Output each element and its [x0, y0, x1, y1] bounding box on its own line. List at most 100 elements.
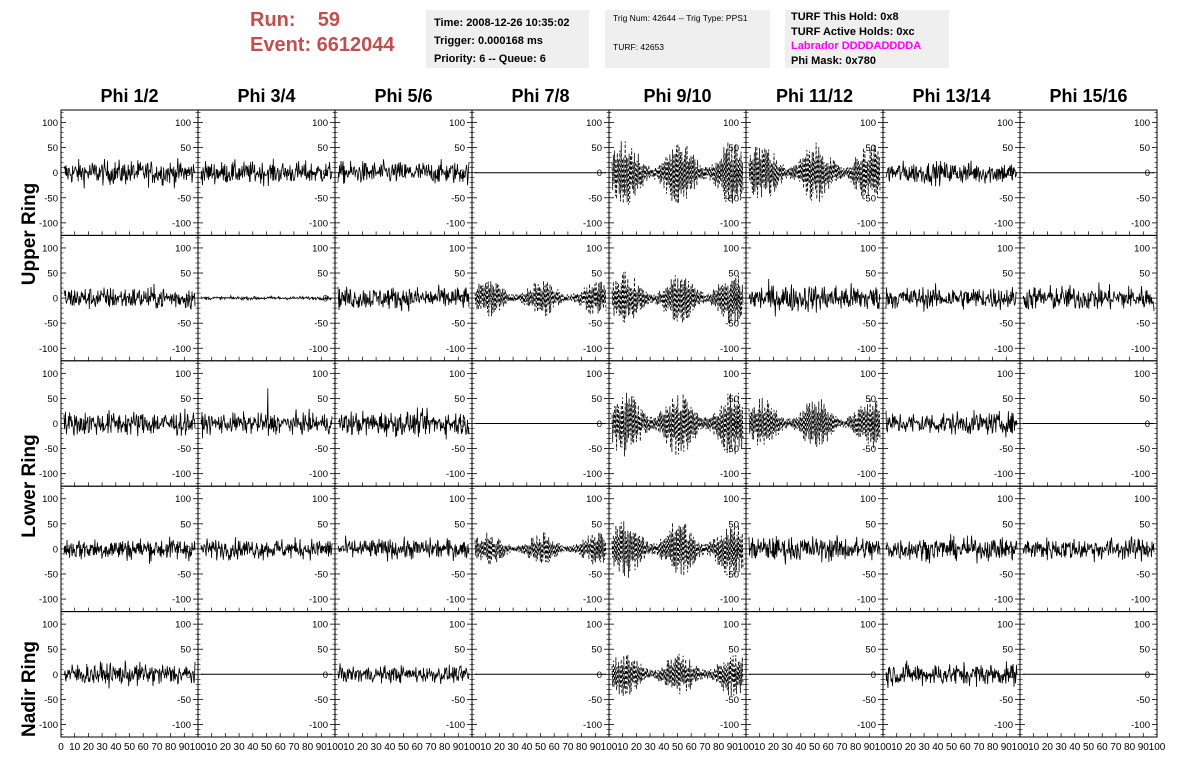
- x-tick-label: 70: [425, 742, 437, 753]
- y-tick-label: -100: [1131, 469, 1150, 480]
- y-tick-label: -50: [451, 444, 465, 455]
- y-tick-label: -50: [451, 193, 465, 204]
- y-tick-label: 0: [597, 670, 602, 681]
- x-tick-label: 50: [398, 742, 410, 753]
- y-tick-label: -100: [720, 218, 739, 229]
- y-tick-label: 50: [1139, 645, 1150, 656]
- y-tick-label: 100: [312, 369, 328, 380]
- waveform-trace: [885, 160, 1018, 187]
- y-tick-label: -50: [177, 569, 191, 580]
- y-tick-label: 50: [317, 143, 328, 154]
- y-tick-label: -50: [44, 193, 58, 204]
- waveform-trace: [200, 388, 333, 439]
- column-header-phi-11-12: Phi 11/12: [775, 86, 854, 106]
- x-tick-label: 70: [151, 742, 163, 753]
- y-tick-label: -100: [1131, 218, 1150, 229]
- waveform-trace: [611, 271, 744, 324]
- x-tick-label: 30: [234, 742, 246, 753]
- x-tick-label: 100: [875, 742, 892, 753]
- y-tick-label: 50: [47, 394, 58, 405]
- y-tick-label: 50: [1139, 519, 1150, 530]
- y-tick-label: -50: [588, 444, 602, 455]
- x-tick-label: 80: [987, 742, 999, 753]
- x-tick-label: 50: [672, 742, 684, 753]
- x-tick-label: 80: [302, 742, 314, 753]
- x-tick-label: 70: [836, 742, 848, 753]
- y-tick-label: -100: [857, 469, 876, 480]
- x-tick-label: 10: [754, 742, 766, 753]
- y-tick-label: 100: [1134, 118, 1150, 129]
- x-tick-label: 100: [601, 742, 618, 753]
- y-tick-label: 100: [586, 494, 602, 505]
- waveform-trace: [63, 660, 196, 689]
- y-tick-label: 50: [180, 394, 191, 405]
- y-tick-label: -100: [994, 344, 1013, 355]
- y-tick-label: 100: [860, 369, 876, 380]
- column-header-phi-13-14: Phi 13/14: [912, 86, 991, 106]
- y-tick-label: 100: [997, 369, 1013, 380]
- y-tick-label: 0: [1145, 168, 1150, 179]
- y-tick-label: -100: [309, 469, 328, 480]
- y-tick-label: 0: [186, 168, 191, 179]
- y-tick-label: 0: [53, 294, 58, 305]
- x-tick-label: 60: [412, 742, 424, 753]
- waveform-trace: [748, 397, 881, 449]
- x-tick-label: 20: [768, 742, 780, 753]
- y-tick-label: -50: [451, 569, 465, 580]
- waveform-trace: [885, 283, 1018, 312]
- y-tick-label: 0: [871, 419, 876, 430]
- x-tick-label: 90: [316, 742, 328, 753]
- waveform-trace: [337, 284, 470, 312]
- y-tick-label: 50: [1002, 645, 1013, 656]
- x-tick-label: 50: [1083, 742, 1095, 753]
- x-tick-label: 70: [973, 742, 985, 753]
- y-tick-label: -50: [314, 444, 328, 455]
- y-tick-label: 100: [175, 118, 191, 129]
- phi-mask-line: Phi Mask: 0x780: [791, 54, 876, 67]
- x-tick-label: 100: [327, 742, 344, 753]
- y-tick-label: 0: [597, 168, 602, 179]
- waveform-trace: [63, 536, 196, 564]
- x-tick-label: 20: [494, 742, 506, 753]
- x-tick-label: 100: [738, 742, 755, 753]
- waveform-trace: [1022, 535, 1155, 563]
- y-tick-label: 100: [860, 243, 876, 254]
- y-tick-label: -50: [44, 569, 58, 580]
- y-tick-label: -50: [314, 193, 328, 204]
- y-tick-label: 100: [1134, 369, 1150, 380]
- y-tick-label: 50: [728, 269, 739, 280]
- y-tick-label: 100: [312, 118, 328, 129]
- y-tick-label: 0: [53, 419, 58, 430]
- waveform-trace: [337, 159, 470, 186]
- x-tick-label: 10: [891, 742, 903, 753]
- x-tick-label: 20: [357, 742, 369, 753]
- y-tick-label: -100: [857, 595, 876, 606]
- y-tick-label: 50: [47, 519, 58, 530]
- y-tick-label: -100: [1131, 344, 1150, 355]
- y-tick-label: -50: [1136, 319, 1150, 330]
- y-tick-label: 0: [186, 544, 191, 555]
- x-tick-label: 90: [1138, 742, 1150, 753]
- waveform-trace: [200, 537, 333, 561]
- x-tick-label: 40: [521, 742, 533, 753]
- y-tick-label: 50: [865, 269, 876, 280]
- y-tick-label: 0: [53, 544, 58, 555]
- y-tick-label: 100: [997, 494, 1013, 505]
- y-tick-label: -100: [446, 218, 465, 229]
- waveform-trace: [611, 653, 744, 697]
- y-tick-label: -50: [862, 319, 876, 330]
- y-tick-label: -50: [1136, 193, 1150, 204]
- x-tick-label: 10: [480, 742, 492, 753]
- y-tick-label: 50: [1139, 394, 1150, 405]
- y-tick-label: 100: [860, 620, 876, 631]
- labrador-line: Labrador DDDDADDDDA: [791, 40, 922, 52]
- y-tick-label: 50: [728, 394, 739, 405]
- y-tick-label: -100: [172, 344, 191, 355]
- x-tick-label: 40: [384, 742, 396, 753]
- y-tick-label: 50: [1139, 269, 1150, 280]
- y-tick-label: -50: [451, 695, 465, 706]
- turf-hold-line: TURF This Hold: 0x8: [791, 11, 899, 23]
- y-tick-label: 100: [312, 620, 328, 631]
- y-tick-label: 0: [1008, 544, 1013, 555]
- y-tick-label: -50: [725, 319, 739, 330]
